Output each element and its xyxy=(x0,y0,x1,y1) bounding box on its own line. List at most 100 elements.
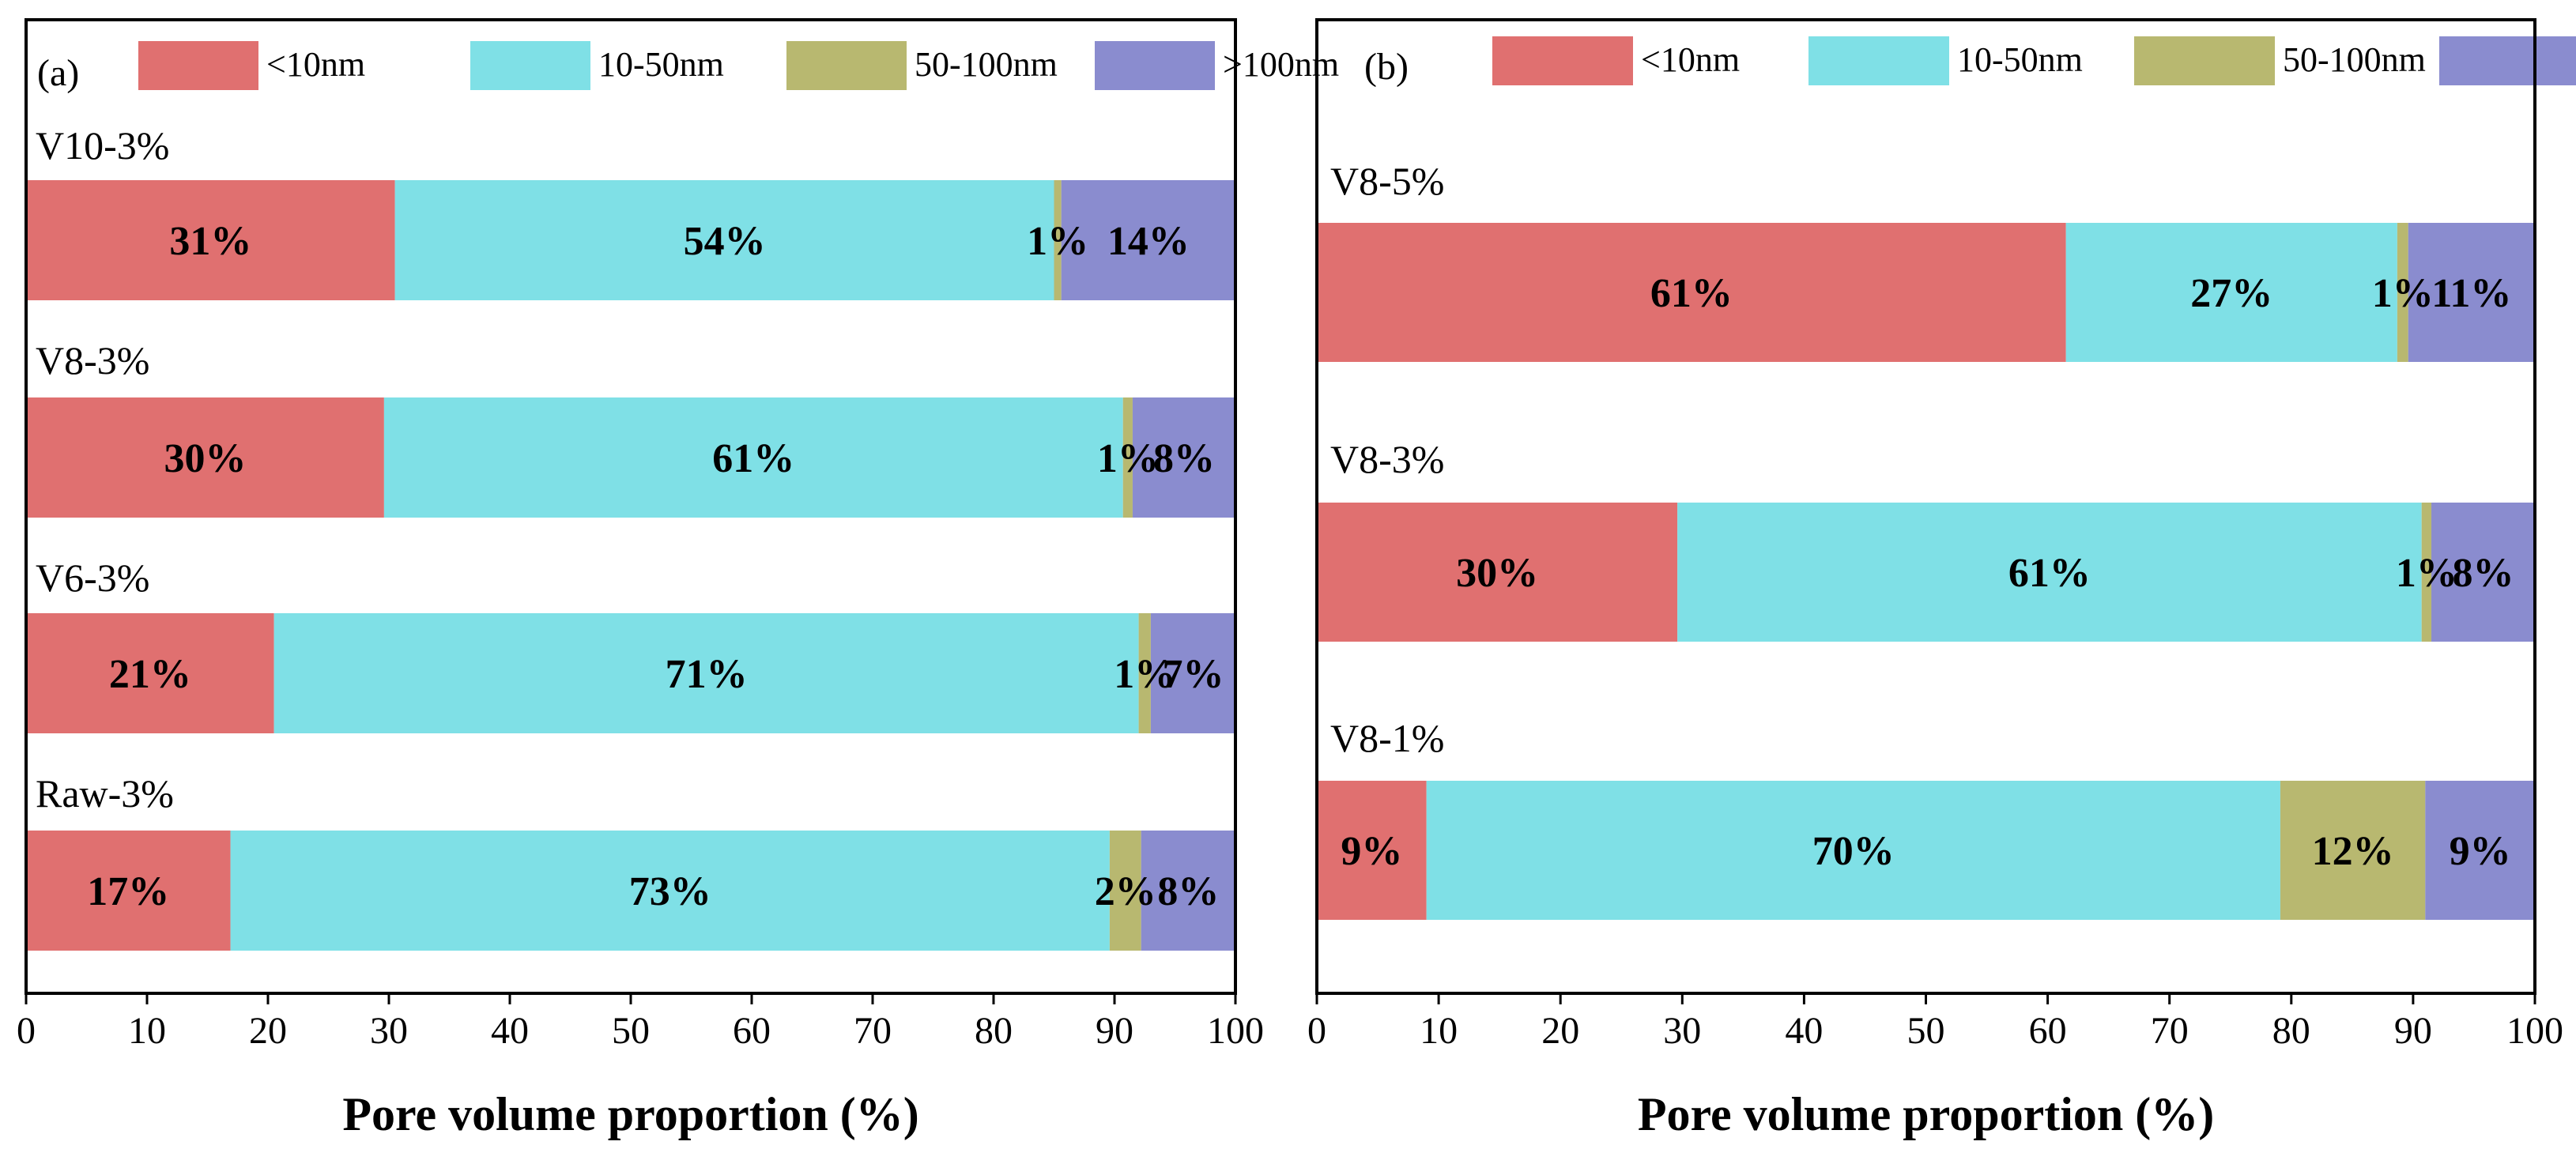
legend-swatch-0-2 xyxy=(786,41,907,90)
value-label-1-1-2: 1% xyxy=(2396,551,2457,596)
category-label-0-3: Raw-3% xyxy=(36,771,174,816)
x-tick-label-0-5: 50 xyxy=(612,1010,650,1052)
category-label-0-2: V6-3% xyxy=(36,556,149,600)
bar-segment-0-2-0 xyxy=(26,613,274,733)
chart-panel-0: 31% 54% 1% 14% V10-3% 30% 61% 1% 8% V8-3% 21% 71% 1%… xyxy=(17,18,1339,1140)
value-label-1-1-0: 30% xyxy=(1456,551,1538,596)
value-label-0-1-1: 61% xyxy=(712,436,794,481)
bar-segment-1-2-3 xyxy=(2425,781,2535,920)
x-tick-label-1-10: 100 xyxy=(2506,1010,2563,1052)
x-tick-label-1-9: 90 xyxy=(2394,1010,2432,1052)
bar-segment-0-1-2 xyxy=(1122,397,1133,518)
bar-segment-1-0-2 xyxy=(2397,223,2408,362)
bar-segment-1-1-0 xyxy=(1317,503,1678,642)
x-axis-title-1: Pore volume proportion (%) xyxy=(1638,1088,2214,1140)
x-tick-label-1-7: 70 xyxy=(2151,1010,2189,1052)
bar-segment-0-0-1 xyxy=(394,180,1054,300)
value-label-1-0-3: 11% xyxy=(2431,271,2511,316)
x-tick-label-1-0: 0 xyxy=(1307,1010,1326,1052)
x-tick-label-0-9: 90 xyxy=(1096,1010,1133,1052)
bar-segment-0-3-1 xyxy=(230,831,1110,951)
legend-label-0-0: <10nm xyxy=(266,45,365,84)
value-label-0-0-1: 54% xyxy=(684,219,766,264)
legend-swatch-1-2 xyxy=(2134,36,2275,85)
value-label-0-1-2: 1% xyxy=(1097,436,1159,481)
panel-label-0: (a) xyxy=(37,52,79,94)
legend-label-1-1: 10-50nm xyxy=(1957,40,2083,79)
panel-label-1: (b) xyxy=(1364,46,1409,88)
value-label-0-3-2: 2% xyxy=(1095,869,1156,914)
value-label-1-2-3: 9% xyxy=(2450,829,2511,874)
bar-segment-0-0-0 xyxy=(26,180,395,300)
x-tick-label-1-2: 20 xyxy=(1541,1010,1579,1052)
bar-segment-1-0-3 xyxy=(2408,223,2535,362)
x-tick-label-0-4: 40 xyxy=(491,1010,529,1052)
legend-swatch-1-1 xyxy=(1808,36,1949,85)
value-label-1-0-0: 61% xyxy=(1650,271,1733,316)
bar-segment-0-2-2 xyxy=(1138,613,1151,733)
x-tick-label-1-6: 60 xyxy=(2029,1010,2067,1052)
bar-segment-1-2-1 xyxy=(1426,781,2280,920)
legend-label-0-1: 10-50nm xyxy=(598,45,724,84)
bar-segment-0-0-2 xyxy=(1054,180,1062,300)
value-label-0-1-0: 30% xyxy=(164,436,246,481)
x-tick-label-1-8: 80 xyxy=(2272,1010,2310,1052)
bar-segment-1-1-1 xyxy=(1677,503,2422,642)
legend-swatch-0-3 xyxy=(1095,41,1215,90)
value-label-1-0-2: 1% xyxy=(2372,271,2434,316)
value-label-0-3-3: 8% xyxy=(1157,869,1219,914)
category-label-0-0: V10-3% xyxy=(36,123,169,168)
x-tick-label-0-1: 10 xyxy=(128,1010,166,1052)
x-tick-label-0-7: 70 xyxy=(854,1010,892,1052)
value-label-1-2-1: 70% xyxy=(1812,829,1895,874)
bar-segment-0-1-3 xyxy=(1132,397,1235,518)
value-label-1-0-1: 27% xyxy=(2190,271,2272,316)
value-label-0-0-2: 1% xyxy=(1027,219,1088,264)
x-tick-label-1-4: 40 xyxy=(1785,1010,1823,1052)
legend-label-0-2: 50-100nm xyxy=(915,45,1058,84)
legend-label-0-3: >100nm xyxy=(1223,45,1339,84)
bar-segment-0-0-3 xyxy=(1061,180,1235,300)
x-tick-label-0-2: 20 xyxy=(249,1010,287,1052)
bar-segment-0-1-0 xyxy=(26,397,384,518)
value-label-0-3-0: 17% xyxy=(87,869,169,914)
legend-swatch-0-0 xyxy=(138,41,258,90)
x-tick-label-0-10: 100 xyxy=(1207,1010,1264,1052)
value-label-0-2-0: 21% xyxy=(109,652,191,697)
value-label-1-1-3: 8% xyxy=(2453,551,2514,596)
bar-segment-1-0-1 xyxy=(2065,223,2397,362)
x-tick-label-0-0: 0 xyxy=(17,1010,36,1052)
value-label-0-0-0: 31% xyxy=(169,219,251,264)
x-tick-label-1-3: 30 xyxy=(1663,1010,1701,1052)
value-label-0-2-3: 7% xyxy=(1162,652,1224,697)
value-label-1-2-0: 9% xyxy=(1341,829,1402,874)
x-tick-label-0-8: 80 xyxy=(975,1010,1013,1052)
bar-segment-0-1-1 xyxy=(383,397,1123,518)
x-tick-label-0-6: 60 xyxy=(733,1010,771,1052)
value-label-0-2-2: 1% xyxy=(1114,652,1175,697)
value-label-0-2-1: 71% xyxy=(666,652,748,697)
x-tick-label-1-5: 50 xyxy=(1907,1010,1945,1052)
category-label-0-1: V8-3% xyxy=(36,338,149,382)
category-label-1-0: V8-5% xyxy=(1330,159,1444,203)
value-label-0-0-3: 14% xyxy=(1107,219,1190,264)
legend-swatch-1-3 xyxy=(2439,36,2576,85)
bar-segment-0-2-3 xyxy=(1150,613,1235,733)
value-label-1-2-2: 12% xyxy=(2312,829,2394,874)
bar-segment-0-3-0 xyxy=(26,831,231,951)
bar-segment-1-2-0 xyxy=(1317,781,1427,920)
bar-segment-1-1-2 xyxy=(2421,503,2432,642)
value-label-1-1-1: 61% xyxy=(2008,551,2091,596)
bar-segment-0-3-3 xyxy=(1141,831,1235,951)
chart-panel-1: 61% 27% 1%11%V8-5%30% 61% 1%8%V8-3%9% 70% 12% 9… xyxy=(1307,18,2576,1140)
x-tick-label-0-3: 30 xyxy=(370,1010,408,1052)
legend-swatch-1-0 xyxy=(1492,36,1633,85)
category-label-1-1: V8-3% xyxy=(1330,437,1444,481)
x-axis-title-0: Pore volume proportion (%) xyxy=(342,1088,918,1140)
legend-label-1-2: 50-100nm xyxy=(2283,40,2426,79)
bar-segment-0-3-2 xyxy=(1109,831,1141,951)
category-label-1-2: V8-1% xyxy=(1330,716,1444,760)
x-tick-label-1-1: 10 xyxy=(1420,1010,1458,1052)
legend-swatch-0-1 xyxy=(470,41,590,90)
